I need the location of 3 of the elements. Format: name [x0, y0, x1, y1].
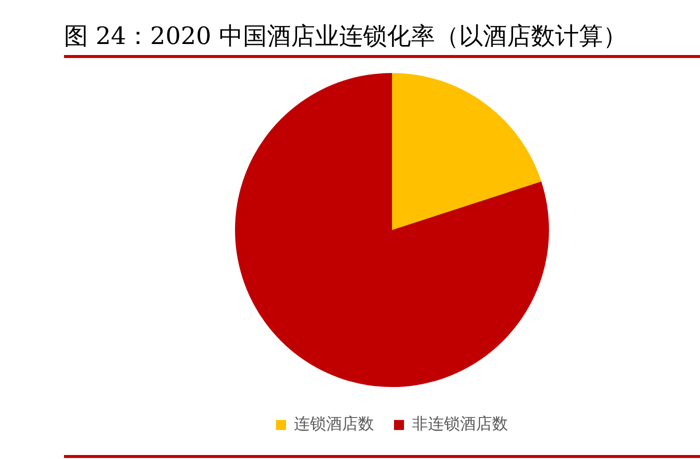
legend-label: 非连锁酒店数 [412, 414, 508, 434]
chart-title: 图 24：2020 中国酒店业连锁化率（以酒店数计算） [64, 21, 627, 52]
legend-label: 连锁酒店数 [294, 414, 374, 434]
